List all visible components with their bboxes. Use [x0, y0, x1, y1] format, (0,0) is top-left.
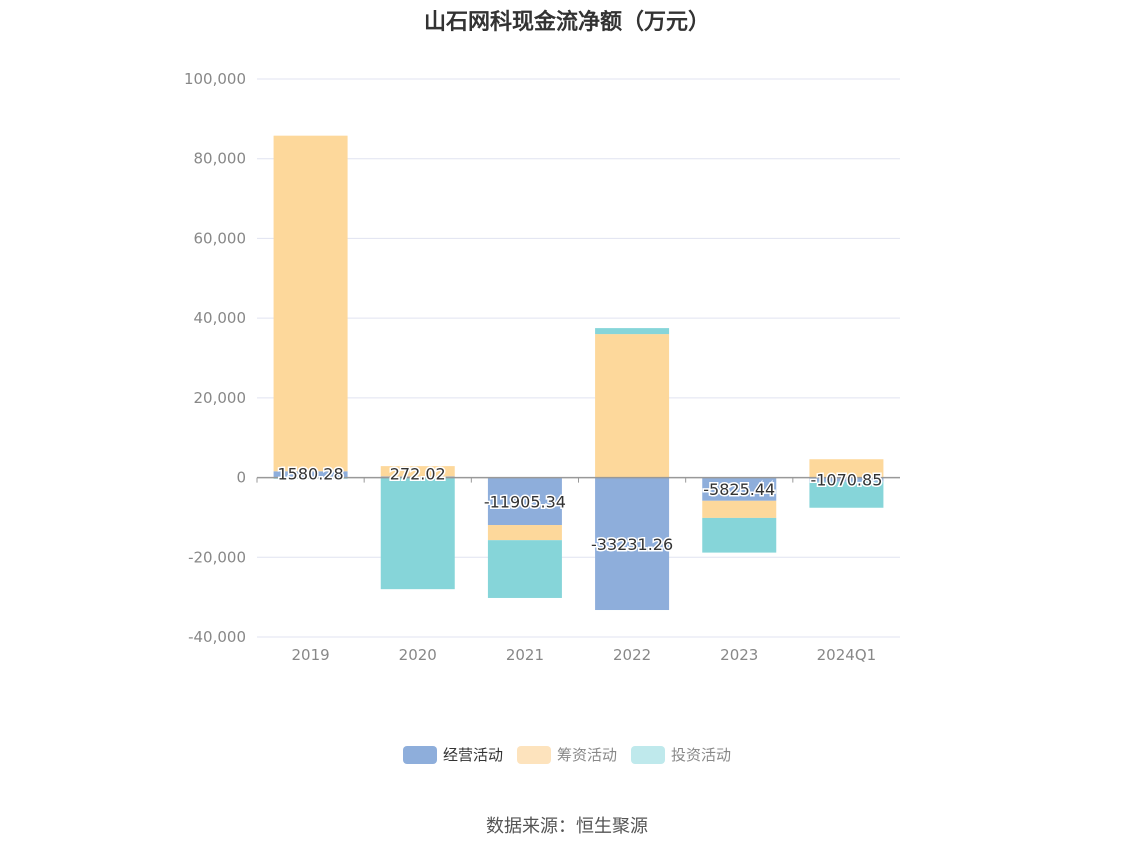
data-label: -33231.26 [591, 535, 673, 554]
x-tick-label: 2021 [506, 646, 544, 664]
x-axis-labels: 2019 2020 2021 2022 2023 2024Q1 [291, 646, 876, 664]
bar-segment[interactable] [702, 517, 777, 553]
x-tick-label: 2023 [720, 646, 758, 664]
legend-item-operating[interactable]: 经营活动 [402, 744, 503, 765]
legend-label-investing: 投资活动 [671, 746, 732, 764]
data-label: -11905.34 [484, 492, 566, 511]
y-tick-label: -20,000 [188, 548, 246, 566]
y-tick-label: 40,000 [194, 309, 247, 327]
bar-segment[interactable] [487, 525, 562, 541]
legend-item-investing[interactable]: 投资活动 [631, 744, 731, 765]
cashflow-chart: 100,000 80,000 60,000 40,000 20,000 0 -20,000 -… [184, 70, 900, 664]
y-tick-label: 80,000 [194, 150, 247, 168]
bar-segment[interactable] [702, 477, 777, 501]
data-label: -5825.44 [703, 480, 775, 499]
data-label: 272.02 [390, 465, 446, 484]
y-tick-label: 100,000 [184, 70, 246, 88]
x-tick-label: 2019 [291, 646, 329, 664]
legend-swatch-financing [516, 745, 551, 764]
bar-segment[interactable] [702, 500, 777, 518]
x-tick-label: 2022 [613, 646, 651, 664]
y-axis-labels: 100,000 80,000 60,000 40,000 20,000 0 -20,000 -… [184, 70, 246, 646]
data-source: 数据来源：恒生聚源 [486, 816, 648, 837]
zero-line [256, 476, 900, 483]
legend-swatch-operating [402, 745, 437, 764]
bar-segment[interactable] [595, 328, 670, 335]
grid-lines [257, 78, 900, 638]
bar-segment[interactable] [273, 471, 348, 478]
x-tick-label: 2024Q1 [817, 646, 877, 664]
x-tick-label: 2020 [399, 646, 437, 664]
legend-item-financing[interactable]: 筹资活动 [516, 744, 617, 765]
y-tick-label: 0 [236, 469, 246, 487]
data-label: -1070.85 [810, 471, 882, 490]
bar-segment[interactable] [273, 135, 348, 472]
chart-title: 山石网科现金流净额（万元） [423, 10, 710, 35]
legend-label-operating: 经营活动 [442, 746, 503, 764]
bar-segment[interactable] [809, 459, 884, 478]
bar-segment[interactable] [809, 477, 884, 482]
legend: 经营活动 筹资活动 投资活动 [0, 744, 1134, 765]
bar-segment[interactable] [809, 481, 884, 508]
bar-segment[interactable] [595, 477, 670, 611]
legend-label-financing: 筹资活动 [556, 746, 617, 764]
bar-segment[interactable] [380, 466, 455, 477]
bar-segment[interactable] [595, 334, 670, 478]
bar-segment[interactable] [487, 477, 562, 526]
y-tick-label: 20,000 [194, 389, 247, 407]
bar-segment[interactable] [380, 477, 455, 590]
data-labels: 1580.28 272.02 -11905.34 -33231.26 -5825.44 -… [276, 463, 884, 555]
y-tick-label: -40,000 [188, 628, 246, 646]
bars [273, 135, 884, 611]
y-tick-label: 60,000 [194, 229, 247, 247]
data-label: 1580.28 [277, 465, 343, 484]
legend-swatch-investing [631, 745, 665, 764]
bar-segment[interactable] [487, 540, 562, 598]
